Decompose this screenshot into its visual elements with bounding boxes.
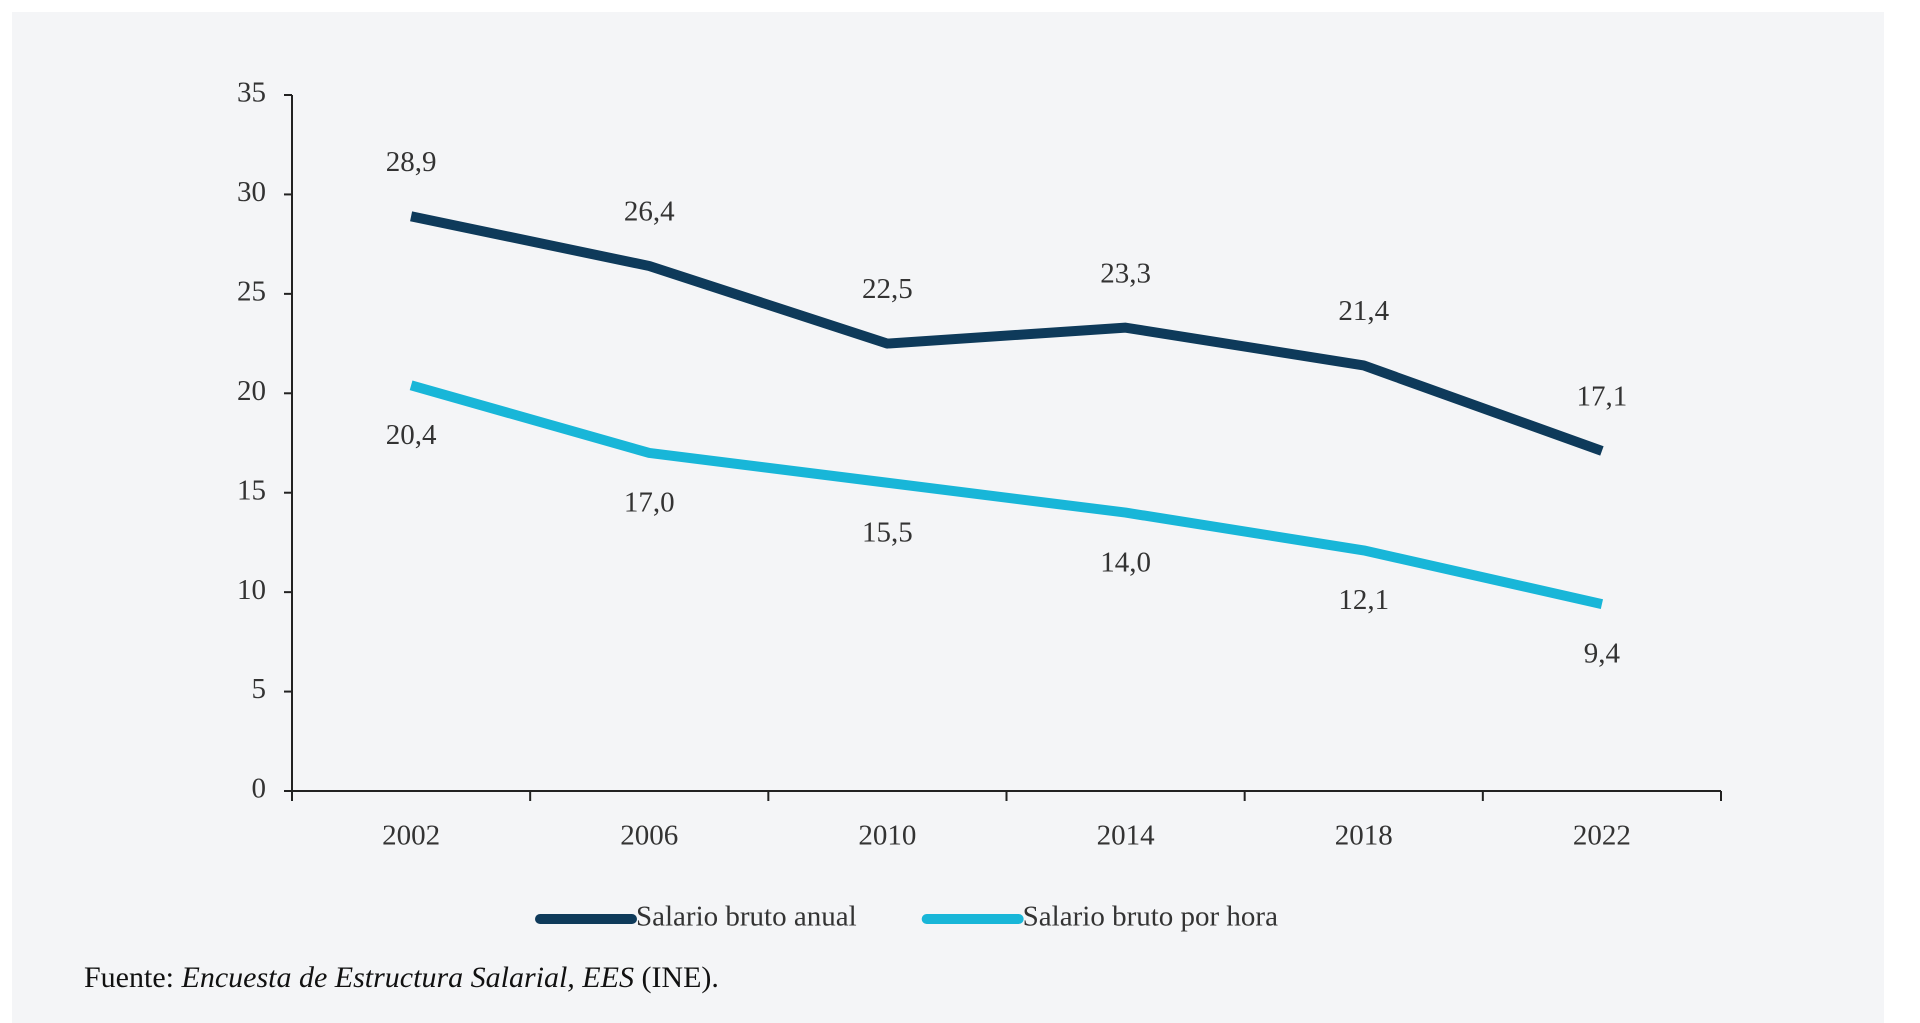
source-prefix: Fuente: [84,961,174,994]
series-line [410,211,1604,456]
x-tick-label: 2010 [858,820,916,852]
y-tick-label: 30 [237,176,266,208]
y-tick-label: 5 [252,673,267,705]
data-label: 26,4 [624,196,675,228]
data-label: 14,0 [1100,546,1151,578]
source-suffix: (INE). [641,961,718,994]
y-tick-label: 35 [237,77,266,109]
x-tick-label: 2018 [1335,820,1393,852]
data-label: 15,5 [862,516,913,548]
data-label: 21,4 [1338,295,1389,327]
data-label: 17,1 [1577,381,1628,413]
y-tick-label: 20 [237,375,266,407]
y-tick-label: 10 [237,574,266,606]
data-label: 23,3 [1100,257,1151,289]
x-tick-label: 2014 [1097,820,1156,852]
data-label: 28,9 [386,146,437,178]
y-tick-label: 15 [237,474,266,506]
x-tick-label: 2002 [382,820,440,852]
legend-label: Salario bruto por hora [1023,901,1278,933]
data-label: 9,4 [1584,638,1621,670]
source-title: Encuesta de Estructura Salarial, EES [181,961,634,994]
data-label: 12,1 [1338,584,1389,616]
y-tick-label: 25 [237,276,266,308]
source-note: Fuente: Encuesta de Estructura Salarial,… [84,961,719,994]
chart-background [12,12,1884,1023]
data-label: 20,4 [386,419,437,451]
x-tick-label: 2022 [1573,820,1631,852]
data-label: 17,0 [624,487,675,519]
series-line [409,380,1604,609]
y-tick-label: 0 [252,773,267,805]
legend-label: Salario bruto anual [636,901,857,933]
data-label: 22,5 [862,273,913,305]
x-tick-label: 2006 [620,820,678,852]
